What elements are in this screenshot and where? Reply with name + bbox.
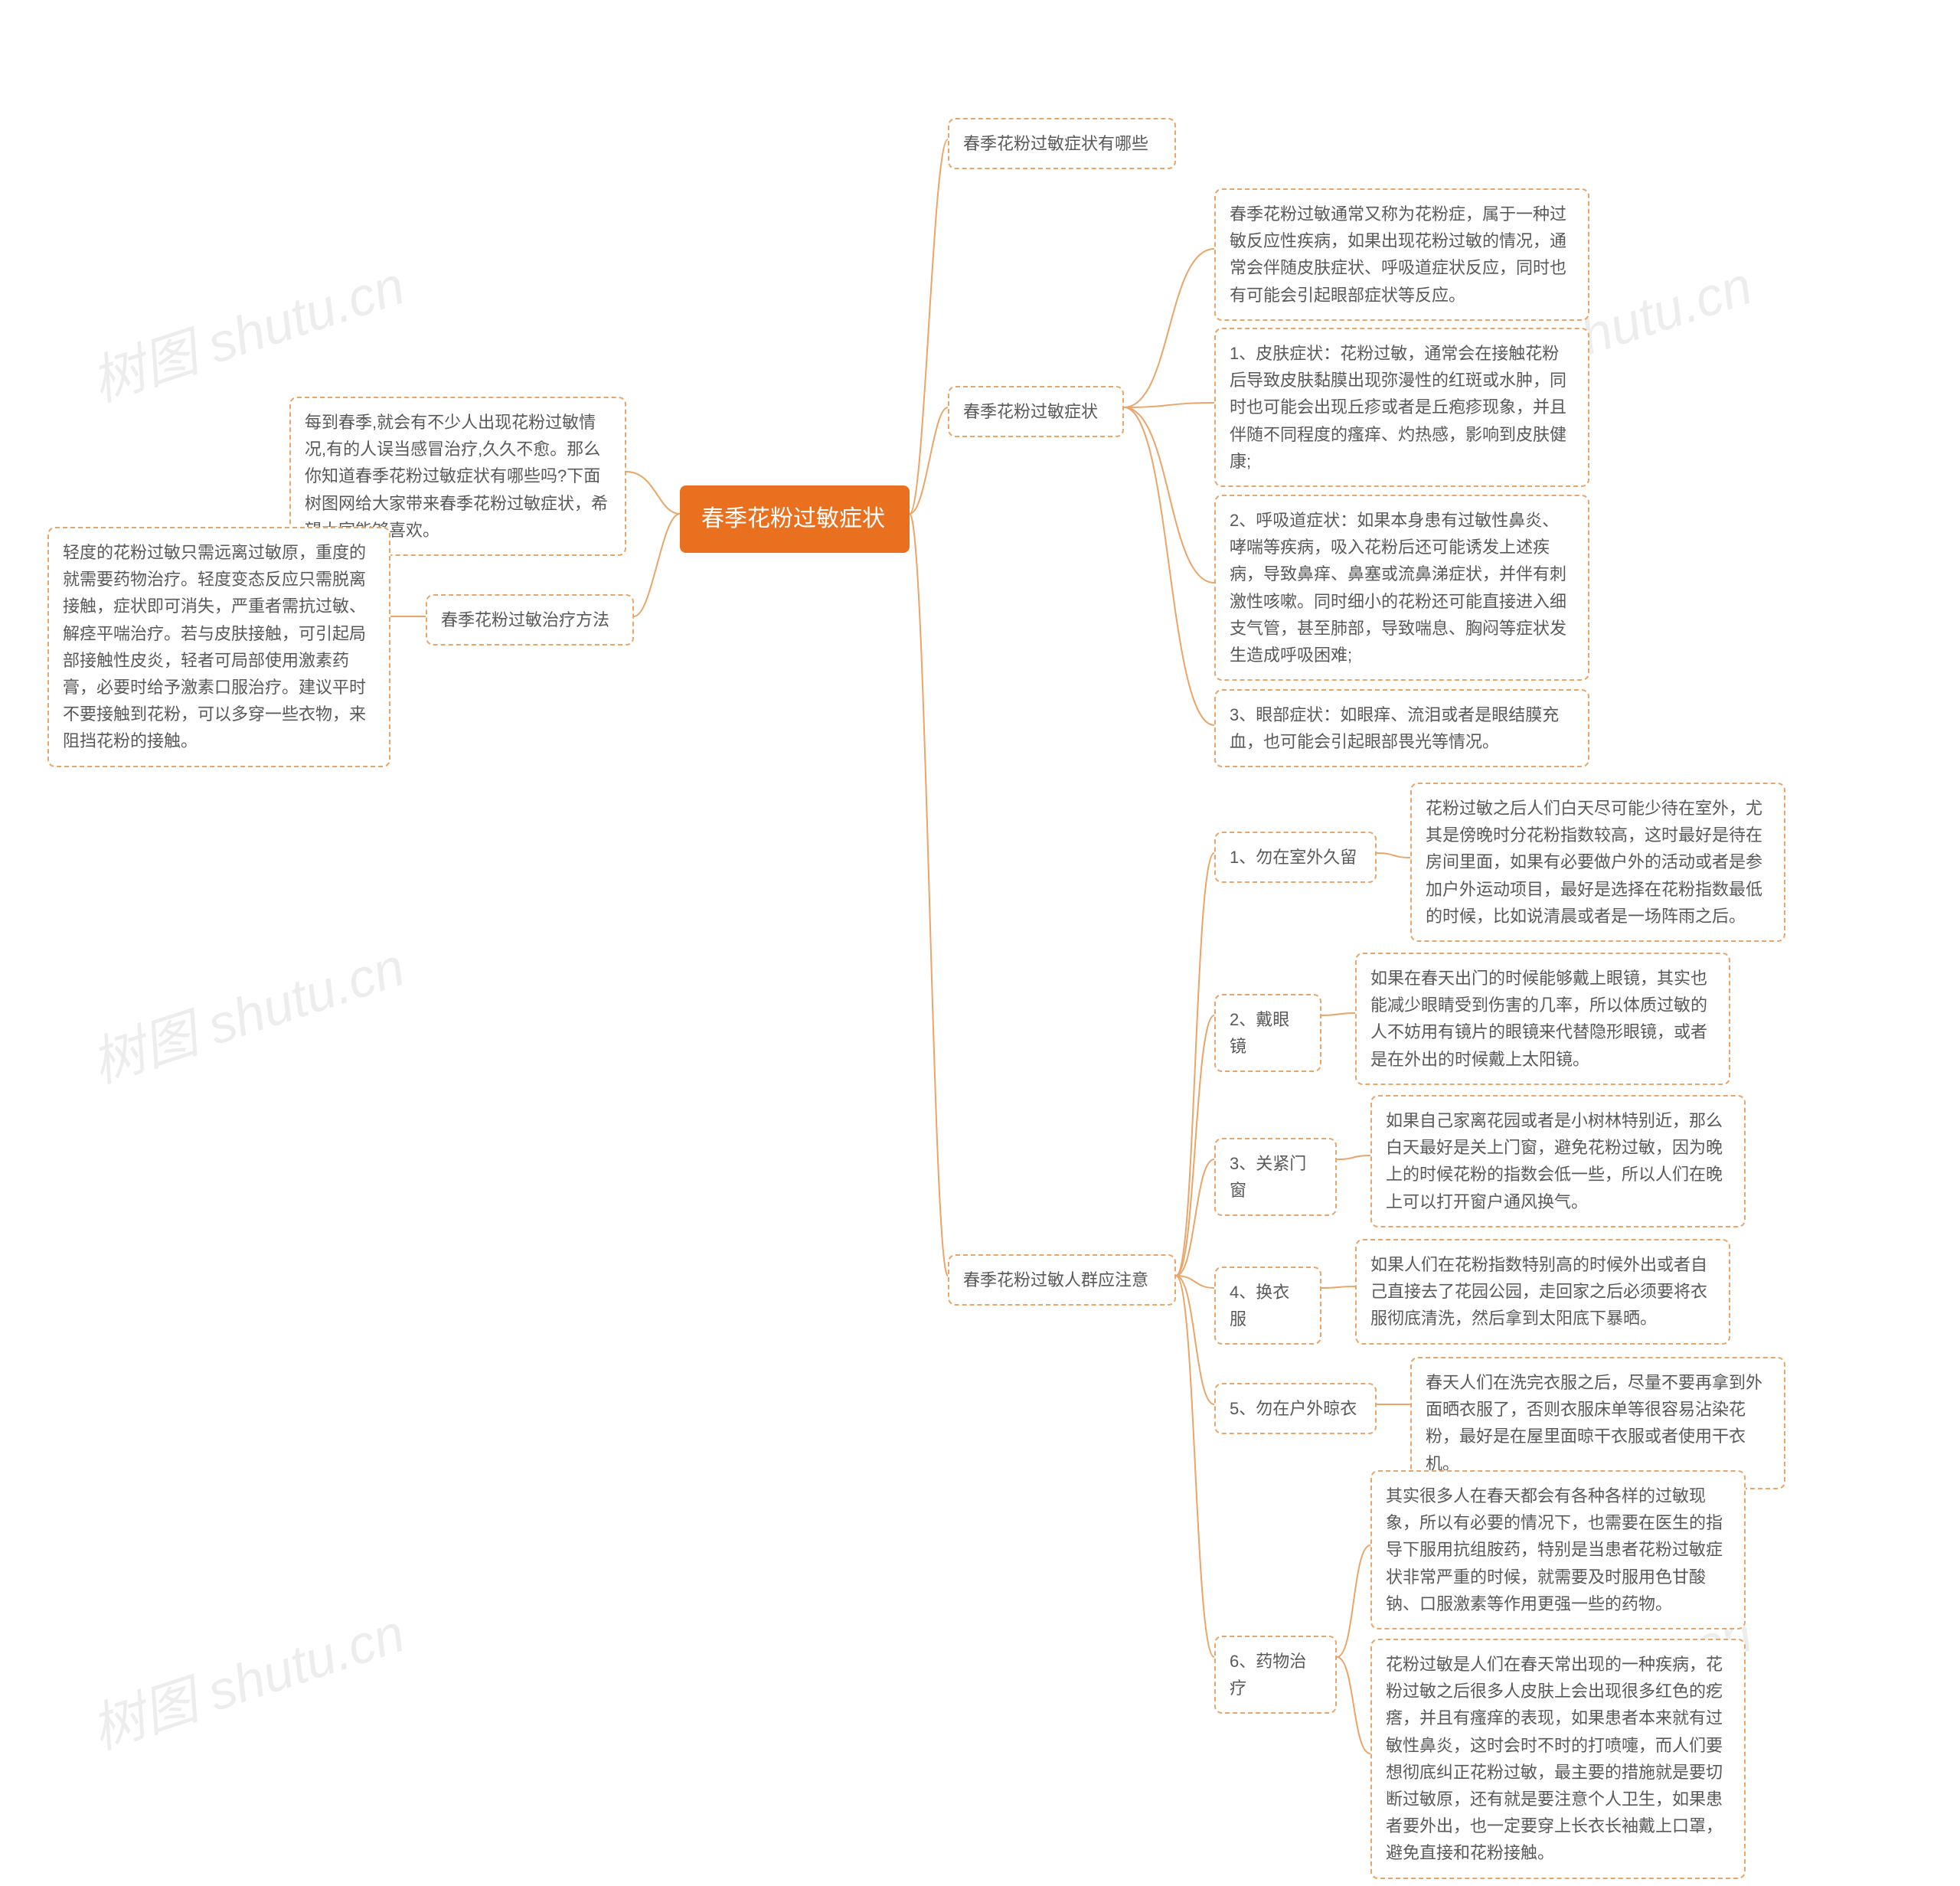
treatment-desc[interactable]: 轻度的花粉过敏只需远离过敏原，重度的就需要药物治疗。轻度变态反应只需脱离接触，症… xyxy=(47,527,390,767)
precaution-4-desc[interactable]: 如果人们在花粉指数特别高的时候外出或者自己直接去了花园公园，走回家之后必须要将衣… xyxy=(1355,1239,1730,1345)
precaution-3-label[interactable]: 3、关紧门窗 xyxy=(1214,1138,1337,1216)
symptom-respiratory[interactable]: 2、呼吸道症状：如果本身患有过敏性鼻炎、哮喘等疾病，吸入花粉后还可能诱发上述疾病… xyxy=(1214,495,1589,681)
precaution-6-desc2[interactable]: 花粉过敏是人们在春天常出现的一种疾病，花粉过敏之后很多人皮肤上会出现很多红色的疙… xyxy=(1370,1639,1746,1879)
symptom-overview[interactable]: 春季花粉过敏通常又称为花粉症，属于一种过敏反应性疾病，如果出现花粉过敏的情况，通… xyxy=(1214,188,1589,321)
watermark: 树图 shutu.cn xyxy=(80,924,413,1098)
precaution-1-label[interactable]: 1、勿在室外久留 xyxy=(1214,832,1377,883)
mindmap-canvas: 树图 shutu.cn 树图 shutu.cn 树图 shutu.cn 树图 s… xyxy=(0,0,1960,1886)
watermark: 树图 shutu.cn xyxy=(80,243,413,417)
precaution-2-label[interactable]: 2、戴眼镜 xyxy=(1214,994,1321,1072)
precaution-6-desc1[interactable]: 其实很多人在春天都会有各种各样的过敏现象，所以有必要的情况下，也需要在医生的指导… xyxy=(1370,1470,1746,1629)
branch-symptoms[interactable]: 春季花粉过敏症状 xyxy=(948,386,1124,437)
precaution-5-desc[interactable]: 春天人们在洗完衣服之后，尽量不要再拿到外面晒衣服了，否则衣服床单等很容易沾染花粉… xyxy=(1410,1357,1785,1489)
precaution-3-desc[interactable]: 如果自己家离花园或者是小树林特别近，那么白天最好是关上门窗，避免花粉过敏，因为晚… xyxy=(1370,1095,1746,1227)
precaution-1-desc[interactable]: 花粉过敏之后人们白天尽可能少待在室外，尤其是傍晚时分花粉指数较高，这时最好是待在… xyxy=(1410,783,1785,942)
watermark: 树图 shutu.cn xyxy=(80,1590,413,1764)
precaution-4-label[interactable]: 4、换衣服 xyxy=(1214,1267,1321,1345)
precaution-5-label[interactable]: 5、勿在户外晾衣 xyxy=(1214,1383,1377,1434)
precaution-6-label[interactable]: 6、药物治疗 xyxy=(1214,1636,1337,1714)
symptom-eye[interactable]: 3、眼部症状：如眼痒、流泪或者是眼结膜充血，也可能会引起眼部畏光等情况。 xyxy=(1214,689,1589,767)
precaution-2-desc[interactable]: 如果在春天出门的时候能够戴上眼镜，其实也能减少眼睛受到伤害的几率，所以体质过敏的… xyxy=(1355,953,1730,1085)
branch-symptoms-which[interactable]: 春季花粉过敏症状有哪些 xyxy=(948,118,1176,169)
branch-precautions[interactable]: 春季花粉过敏人群应注意 xyxy=(948,1254,1176,1306)
symptom-skin[interactable]: 1、皮肤症状：花粉过敏，通常会在接触花粉后导致皮肤黏膜出现弥漫性的红斑或水肿，同… xyxy=(1214,328,1589,487)
root-node[interactable]: 春季花粉过敏症状 xyxy=(680,485,910,553)
treatment-label[interactable]: 春季花粉过敏治疗方法 xyxy=(426,594,634,646)
